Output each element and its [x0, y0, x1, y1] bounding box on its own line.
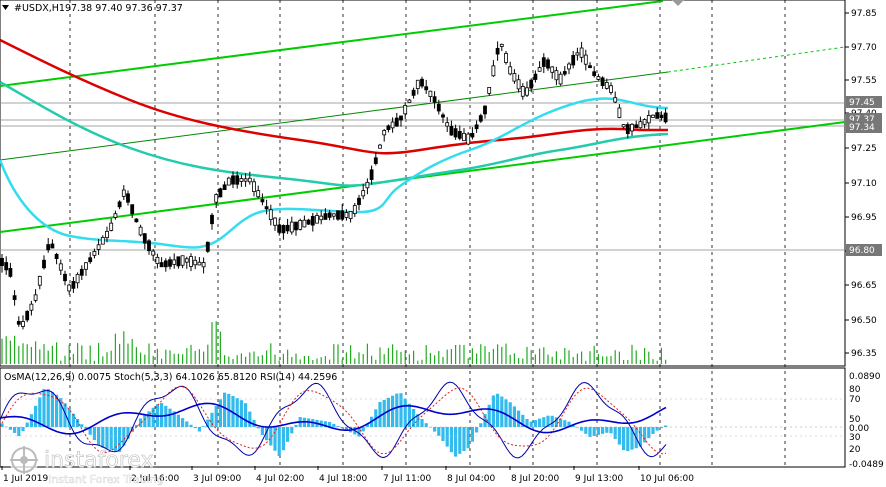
price-label: 96.35	[851, 349, 877, 359]
price-label: 97.25	[851, 144, 877, 154]
osc-axis-label: 80	[849, 385, 861, 395]
time-label: 1 Jul 2019	[3, 474, 48, 484]
osc-axis-label: 20	[849, 445, 861, 455]
volume-bars	[1, 321, 667, 364]
price-label: 96.95	[851, 213, 877, 223]
stoch-main-line	[0, 381, 667, 459]
osc-axis-label: 70	[849, 395, 861, 405]
price-label: 97.10	[851, 179, 877, 189]
chart-shift-marker-icon[interactable]	[672, 0, 684, 6]
price-tag-label: 97.45	[849, 98, 875, 108]
osc-zero-label: 0.00	[849, 424, 869, 434]
price-label: 96.50	[851, 316, 877, 326]
watermark-brand: instaforex	[44, 448, 154, 473]
price-axis: 97.8597.7097.5597.4097.2597.1096.9596.80…	[845, 9, 877, 359]
osc-axis-label: 50	[849, 415, 861, 425]
osc-axis-label: -0.0489	[849, 460, 884, 470]
candles	[0, 41, 668, 330]
time-label: 4 Jul 18:00	[319, 474, 368, 484]
price-tag-label: 97.37	[849, 115, 875, 125]
symbol-label: #USDX,H1	[14, 3, 65, 14]
watermark-tagline: Instant Forex Trading	[48, 473, 164, 486]
price-tag-label: 96.80	[849, 246, 875, 256]
channel-mid-line	[0, 71, 669, 161]
time-label: 8 Jul 20:00	[511, 474, 560, 484]
price-label: 97.55	[851, 76, 877, 86]
ma-red-line	[0, 38, 668, 155]
main-pane[interactable]	[0, 0, 846, 367]
price-label: 96.65	[851, 281, 877, 291]
time-label: 3 Jul 09:00	[193, 474, 242, 484]
oscillator-pane[interactable]	[0, 367, 846, 468]
time-label: 8 Jul 04:00	[447, 474, 496, 484]
price-label: 97.85	[851, 9, 877, 19]
osc-title: OsMA(12,26,9) 0.0075 Stoch(5,3,3) 64.102…	[4, 372, 337, 383]
stoch-signal-line	[0, 385, 667, 455]
price-tag-label: 97.34	[849, 123, 875, 133]
time-label: 7 Jul 11:00	[383, 474, 432, 484]
osc-axis-label: 30	[849, 433, 861, 443]
time-label: 9 Jul 13:00	[575, 474, 624, 484]
time-label: 2 Jul 16:00	[131, 474, 180, 484]
ma-teal-line	[0, 80, 669, 187]
time-label: 10 Jul 06:00	[640, 474, 694, 484]
down-triangle-icon	[2, 5, 9, 10]
rsi-line	[0, 402, 667, 435]
ohlc-values: 97.38 97.40 97.36 97.37	[65, 3, 183, 14]
channel-upper-line	[0, 0, 664, 87]
watermark: instaforex Instant Forex Trading	[9, 445, 164, 486]
price-label: 97.70	[851, 43, 877, 53]
time-axis: 1 Jul 2019 2 Jul 16:00 3 Jul 09:00 4 Jul 02…	[1, 466, 694, 484]
instaforex-logo-icon	[9, 445, 39, 475]
osc-axis-label: 0.0890	[849, 372, 881, 382]
time-label: 4 Jul 02:00	[256, 474, 305, 484]
